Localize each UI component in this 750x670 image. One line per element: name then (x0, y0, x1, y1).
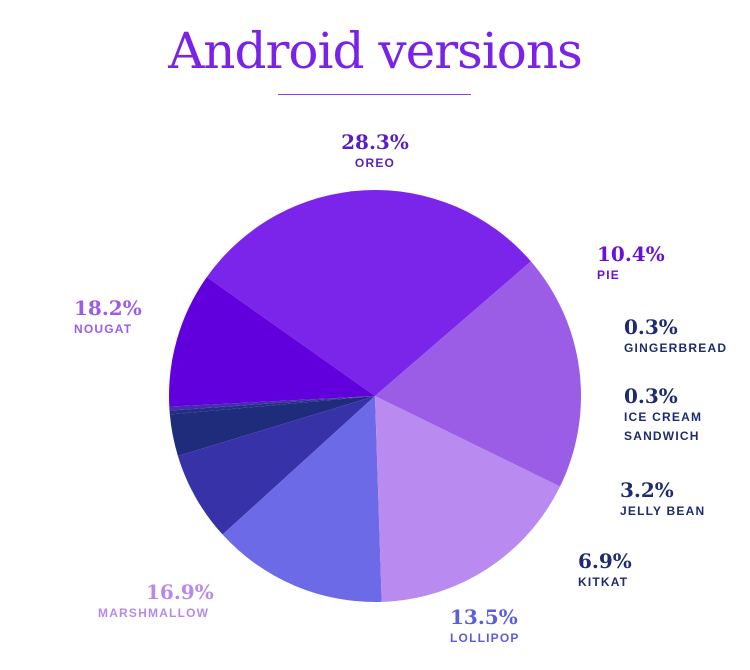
label-ice-cream-sandwich: 0.3% ICE CREAM SANDWICH (624, 384, 714, 446)
label-oreo: 28.3% OREO (310, 130, 440, 173)
oreo-name: OREO (354, 156, 396, 170)
slice-lollipop (222, 396, 382, 602)
jelly-bean-name: JELLY BEAN (620, 504, 706, 518)
jelly-bean-percent: 3.2% (620, 478, 674, 502)
slice-marshmallow (375, 396, 561, 602)
title-underline (278, 94, 471, 95)
kitkat-name: KITKAT (578, 575, 629, 589)
label-nougat: 18.2% NOUGAT (74, 296, 142, 339)
chart-title: Android versions (168, 22, 583, 80)
marshmallow-percent: 16.9% (146, 580, 214, 604)
slice-pie (169, 277, 375, 407)
slice-gingerbread (169, 396, 375, 411)
label-jelly-bean: 3.2% JELLY BEAN (620, 478, 705, 521)
slice-jelly-bean (169, 396, 375, 456)
gingerbread-name: GINGERBREAD (624, 341, 728, 355)
nougat-name: NOUGAT (74, 322, 133, 336)
pie-percent: 10.4% (597, 242, 665, 266)
marshmallow-name: MARSHMALLOW (98, 606, 210, 620)
label-gingerbread: 0.3% GINGERBREAD (624, 315, 727, 358)
slice-kitkat (177, 396, 375, 535)
oreo-percent: 28.3% (341, 130, 409, 154)
ics-name: ICE CREAM SANDWICH (624, 410, 703, 443)
label-lollipop: 13.5% LOLLIPOP (450, 605, 520, 648)
label-pie: 10.4% PIE (597, 242, 665, 285)
lollipop-percent: 13.5% (450, 605, 518, 629)
label-marshmallow: 16.9% MARSHMALLOW (98, 580, 214, 623)
kitkat-percent: 6.9% (578, 549, 632, 573)
slice-nougat (375, 261, 581, 487)
slice-ice-cream-sandwich (169, 396, 375, 415)
lollipop-name: LOLLIPOP (450, 631, 520, 645)
gingerbread-percent: 0.3% (624, 315, 678, 339)
label-kitkat: 6.9% KITKAT (578, 549, 632, 592)
nougat-percent: 18.2% (74, 296, 142, 320)
slice-oreo (206, 190, 531, 396)
pie-name: PIE (597, 268, 620, 282)
ics-percent: 0.3% (624, 384, 678, 408)
